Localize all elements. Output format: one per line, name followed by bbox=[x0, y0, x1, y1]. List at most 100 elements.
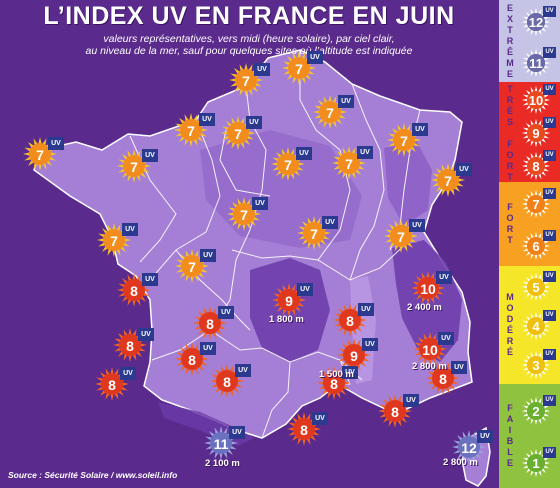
uv-tag: UV bbox=[252, 197, 268, 210]
sun-uv-icon: UV 7 bbox=[96, 222, 140, 262]
sun-uv-icon: UV 5 bbox=[521, 270, 557, 304]
uv-tag: UV bbox=[142, 149, 158, 162]
sun-uv-icon: UV 7 bbox=[173, 112, 217, 152]
legend-uv-value: 7 bbox=[532, 197, 540, 212]
uv-value: 8 bbox=[439, 371, 447, 387]
sun-uv-icon: UV 12 bbox=[521, 5, 557, 39]
altitude-label: 2 800 m bbox=[412, 361, 447, 372]
sun-uv-icon: UV 2 bbox=[521, 394, 557, 428]
uv-tag: UV bbox=[543, 230, 556, 241]
uv-value: 8 bbox=[300, 422, 308, 438]
sun-uv-icon: UV 7 bbox=[430, 162, 474, 202]
legend-band: F A I B L E UV 2 UV 1 bbox=[499, 384, 560, 488]
legend-uv-value: 5 bbox=[532, 279, 540, 295]
sun-uv-icon: UV 8 bbox=[94, 366, 138, 406]
uv-value: 8 bbox=[188, 352, 196, 368]
uv-value: 7 bbox=[310, 226, 318, 242]
uv-value: 7 bbox=[110, 233, 118, 249]
uv-tag: UV bbox=[358, 303, 374, 316]
sun-uv-icon: UV 7 bbox=[331, 145, 375, 185]
sun-uv-icon: UV 7 bbox=[226, 196, 270, 236]
sun-uv-icon: UV 1 bbox=[521, 446, 557, 480]
legend-uv-value: 1 bbox=[532, 456, 540, 471]
uv-tag: UV bbox=[543, 310, 556, 321]
sun-uv-icon: UV 7 bbox=[116, 148, 160, 188]
sun-uv-icon: UV 7 bbox=[386, 122, 430, 162]
uv-tag: UV bbox=[297, 283, 313, 296]
uv-value: 9 bbox=[350, 348, 358, 364]
uv-tag: UV bbox=[451, 361, 467, 374]
uv-value: 8 bbox=[130, 283, 138, 299]
uv-value: 8 bbox=[223, 374, 231, 390]
uv-tag: UV bbox=[543, 117, 556, 128]
region-borders bbox=[129, 50, 421, 439]
sun-uv-icon: UV 7 bbox=[228, 62, 272, 102]
uv-value: 7 bbox=[295, 61, 303, 77]
sun-uv-icon: UV 8 bbox=[192, 305, 236, 345]
sun-uv-icon: UV 7 bbox=[521, 187, 557, 221]
sun-uv-icon: UV 11 bbox=[203, 425, 247, 465]
uv-tag: UV bbox=[357, 146, 373, 159]
uv-tag: UV bbox=[409, 219, 425, 232]
sun-uv-icon: UV 6 bbox=[521, 229, 557, 263]
sun-uv-icon: UV 7 bbox=[296, 215, 340, 255]
uv-tag: UV bbox=[436, 271, 452, 284]
subtitle-line-2: au niveau de la mer, sauf pour quelques … bbox=[85, 45, 413, 57]
sun-uv-icon: UV 10 bbox=[521, 83, 557, 117]
uv-tag: UV bbox=[412, 123, 428, 136]
uv-value: 7 bbox=[188, 259, 196, 275]
legend-band: M O D É R É UV 5 UV 4 UV 3 bbox=[499, 266, 560, 384]
uv-tag: UV bbox=[543, 83, 556, 95]
uv-value: 7 bbox=[345, 156, 353, 172]
sun-uv-icon: UV 7 bbox=[174, 248, 218, 288]
altitude-label: 1 800 m bbox=[269, 314, 304, 325]
sun-uv-icon: UV 8 bbox=[286, 411, 330, 451]
legend-uv-value: 2 bbox=[532, 404, 540, 419]
sun-uv-icon: UV 4 bbox=[521, 309, 557, 343]
uv-value: 8 bbox=[206, 316, 214, 332]
uv-value: 7 bbox=[234, 126, 242, 142]
uv-tag: UV bbox=[543, 5, 556, 17]
legend-uv-value: 9 bbox=[532, 126, 540, 141]
uv-value: 7 bbox=[36, 147, 44, 163]
uv-tag: UV bbox=[254, 63, 270, 76]
uv-tag: UV bbox=[142, 273, 158, 286]
sun-uv-icon: UV 9 bbox=[521, 116, 557, 150]
uv-value: 8 bbox=[126, 338, 134, 354]
sun-uv-icon: UV 8 bbox=[332, 302, 376, 342]
altitude-label: 1 500 m bbox=[319, 369, 354, 380]
uv-tag: UV bbox=[218, 306, 234, 319]
uv-tag: UV bbox=[307, 51, 323, 64]
sun-uv-icon: UV 12 bbox=[451, 429, 495, 469]
uv-legend: E X T R Ê M E UV 12 UV 11 T R È S F O R T UV 10 UV 9 UV 8 F O R T UV… bbox=[499, 0, 560, 488]
uv-value: 12 bbox=[461, 440, 477, 456]
uv-tag: UV bbox=[543, 395, 556, 406]
altitude-label: 2 100 m bbox=[205, 458, 240, 469]
uv-tag: UV bbox=[246, 116, 262, 129]
uv-value: 7 bbox=[240, 207, 248, 223]
sun-uv-icon: UV 8 bbox=[112, 327, 156, 367]
uv-tag: UV bbox=[543, 270, 556, 282]
legend-uv-value: 3 bbox=[532, 358, 540, 374]
uv-tag: UV bbox=[543, 349, 556, 361]
legend-uv-value: 11 bbox=[529, 55, 543, 71]
uv-value: 8 bbox=[346, 313, 354, 329]
altitude-label: 2 400 m bbox=[407, 302, 442, 313]
sun-uv-icon: UV 8 bbox=[425, 360, 469, 400]
legend-band: F O R T UV 7 UV 6 bbox=[499, 182, 560, 266]
uv-value: 7 bbox=[400, 133, 408, 149]
uv-tag: UV bbox=[296, 147, 312, 160]
legend-uv-value: 10 bbox=[528, 92, 544, 108]
sun-uv-icon: UV 3 bbox=[521, 348, 557, 382]
uv-tag: UV bbox=[438, 332, 454, 345]
sun-uv-icon: UV 10 bbox=[412, 331, 456, 371]
sun-uv-icon: UV 7 bbox=[312, 94, 356, 134]
sun-uv-icon: UV 8 bbox=[316, 365, 360, 405]
sun-uv-icon: UV 8 bbox=[377, 393, 421, 433]
uv-value: 7 bbox=[242, 73, 250, 89]
uv-tag: UV bbox=[200, 249, 216, 262]
